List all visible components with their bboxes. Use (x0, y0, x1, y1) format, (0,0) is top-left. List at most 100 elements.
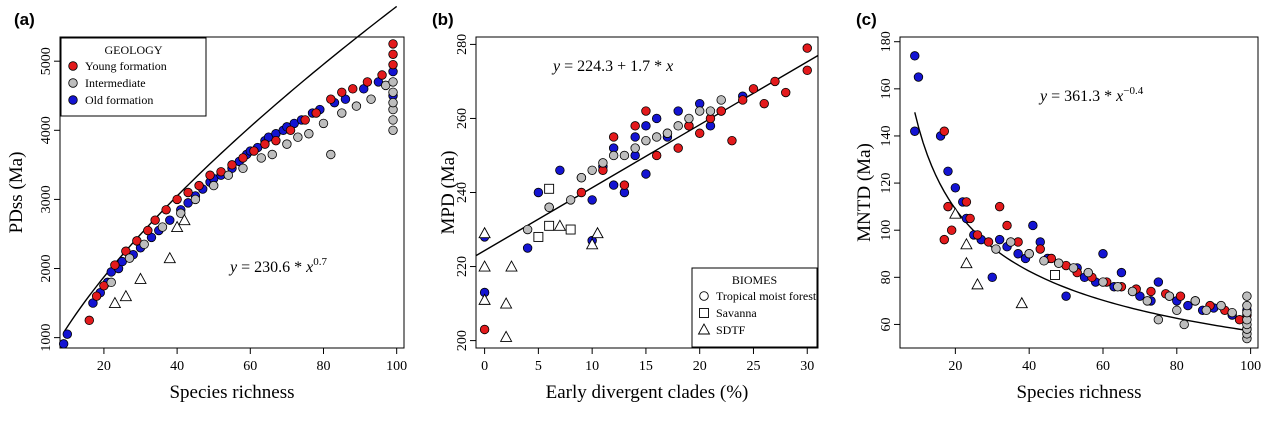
data-point (479, 324, 490, 335)
data-point (223, 170, 234, 180)
data-point (716, 106, 726, 116)
y-tick-label: 200 (455, 330, 470, 351)
data-point-triangle (949, 207, 962, 219)
data-point (1098, 249, 1108, 259)
data-point-triangle (499, 330, 513, 342)
data-point (1216, 300, 1226, 311)
data-point-triangle (178, 213, 191, 226)
data-point (1153, 315, 1164, 325)
data-point (994, 234, 1005, 245)
data-point-triangle (971, 277, 984, 290)
data-point (651, 150, 662, 161)
data-point (388, 97, 398, 108)
data-point-triangle (134, 272, 147, 284)
data-point (139, 239, 149, 250)
data-point (641, 169, 651, 179)
equation-body: = 230.6 * (237, 259, 306, 276)
x-tick-label: 60 (1096, 359, 1110, 374)
data-point (238, 163, 248, 174)
data-point (630, 121, 640, 131)
legend: BIOMES Tropical moist forest Savanna SDTF (691, 267, 818, 348)
panel-b-early-divergent-clades-vs-mpd: (b) 0 5 10 15 20 25 30 200 220 240 260 280 Early dive… (432, 10, 819, 403)
data-point (326, 149, 336, 160)
data-point (157, 222, 168, 232)
data-point (913, 72, 924, 82)
data-point (651, 132, 662, 142)
legend-entry-label: Old formation (85, 93, 153, 107)
legend-marker (68, 61, 78, 71)
data-point-triangle (163, 251, 177, 264)
data-point (304, 129, 314, 139)
data-point (176, 208, 186, 218)
data-point (1083, 267, 1093, 278)
x-tick-label: 80 (316, 359, 330, 374)
data-point (1113, 282, 1123, 292)
data-point (337, 108, 347, 118)
fit-line (914, 112, 1251, 332)
data-point (1002, 220, 1012, 231)
data-point (1227, 307, 1237, 318)
data-point (565, 195, 576, 205)
equation-var: x (305, 259, 313, 276)
data-point (1039, 256, 1049, 266)
data-point (965, 213, 975, 224)
data-point (1116, 267, 1127, 278)
equation-body: = 224.3 + 1.7 * (560, 58, 666, 75)
data-point-triangle (478, 293, 491, 305)
data-point (388, 125, 398, 136)
legend-marker (697, 323, 711, 335)
data-point (1183, 300, 1193, 311)
data-point (285, 125, 296, 136)
data-point (311, 108, 321, 118)
data-point (62, 329, 73, 339)
x-tick-label: 20 (693, 359, 707, 374)
legend-marker (699, 308, 709, 318)
panel-label: (b) (432, 10, 454, 29)
data-point (1179, 319, 1189, 330)
data-point (260, 139, 270, 149)
data-point (388, 59, 398, 70)
x-tick-label: 40 (1022, 359, 1036, 374)
data-point (165, 215, 175, 225)
data-point-square (533, 231, 544, 242)
legend-box (60, 37, 207, 117)
legend-box (691, 267, 818, 348)
data-point (641, 135, 651, 146)
data-point (522, 243, 533, 253)
x-axis-title: Early divergent clades (%) (546, 382, 749, 403)
data-point (1068, 263, 1079, 273)
data-point (209, 180, 219, 191)
data-point (388, 39, 398, 49)
data-point-triangle (108, 296, 122, 309)
data-point (388, 115, 398, 125)
data-point (619, 180, 630, 190)
data-point (662, 128, 673, 138)
data-point (1164, 291, 1175, 301)
data-point (1024, 249, 1034, 259)
y-tick-label: 120 (879, 173, 894, 194)
data-point (781, 87, 791, 98)
data-point (106, 277, 116, 288)
equation-var: x (1115, 88, 1123, 105)
equation-exponent: −0.4 (1123, 85, 1143, 97)
data-point (205, 170, 215, 180)
data-point-square (1050, 270, 1060, 280)
data-point (987, 272, 997, 283)
data-point (544, 202, 554, 213)
data-point (576, 172, 587, 183)
data-point-triangle (960, 237, 973, 250)
data-point (172, 194, 182, 205)
data-point (673, 121, 683, 131)
y-tick-label: 240 (455, 182, 470, 203)
data-point (694, 128, 705, 138)
x-tick-label: 80 (1170, 359, 1184, 374)
legend: GEOLOGY Young formation Intermediate Old fo… (60, 37, 207, 117)
data-point (190, 194, 201, 205)
data-point (587, 195, 597, 205)
data-point (630, 143, 640, 153)
y-tick-label: 80 (879, 270, 894, 284)
data-point (1146, 286, 1156, 297)
x-tick-label: 5 (535, 359, 542, 374)
data-point (961, 197, 972, 207)
y-tick-label: 260 (455, 108, 470, 129)
